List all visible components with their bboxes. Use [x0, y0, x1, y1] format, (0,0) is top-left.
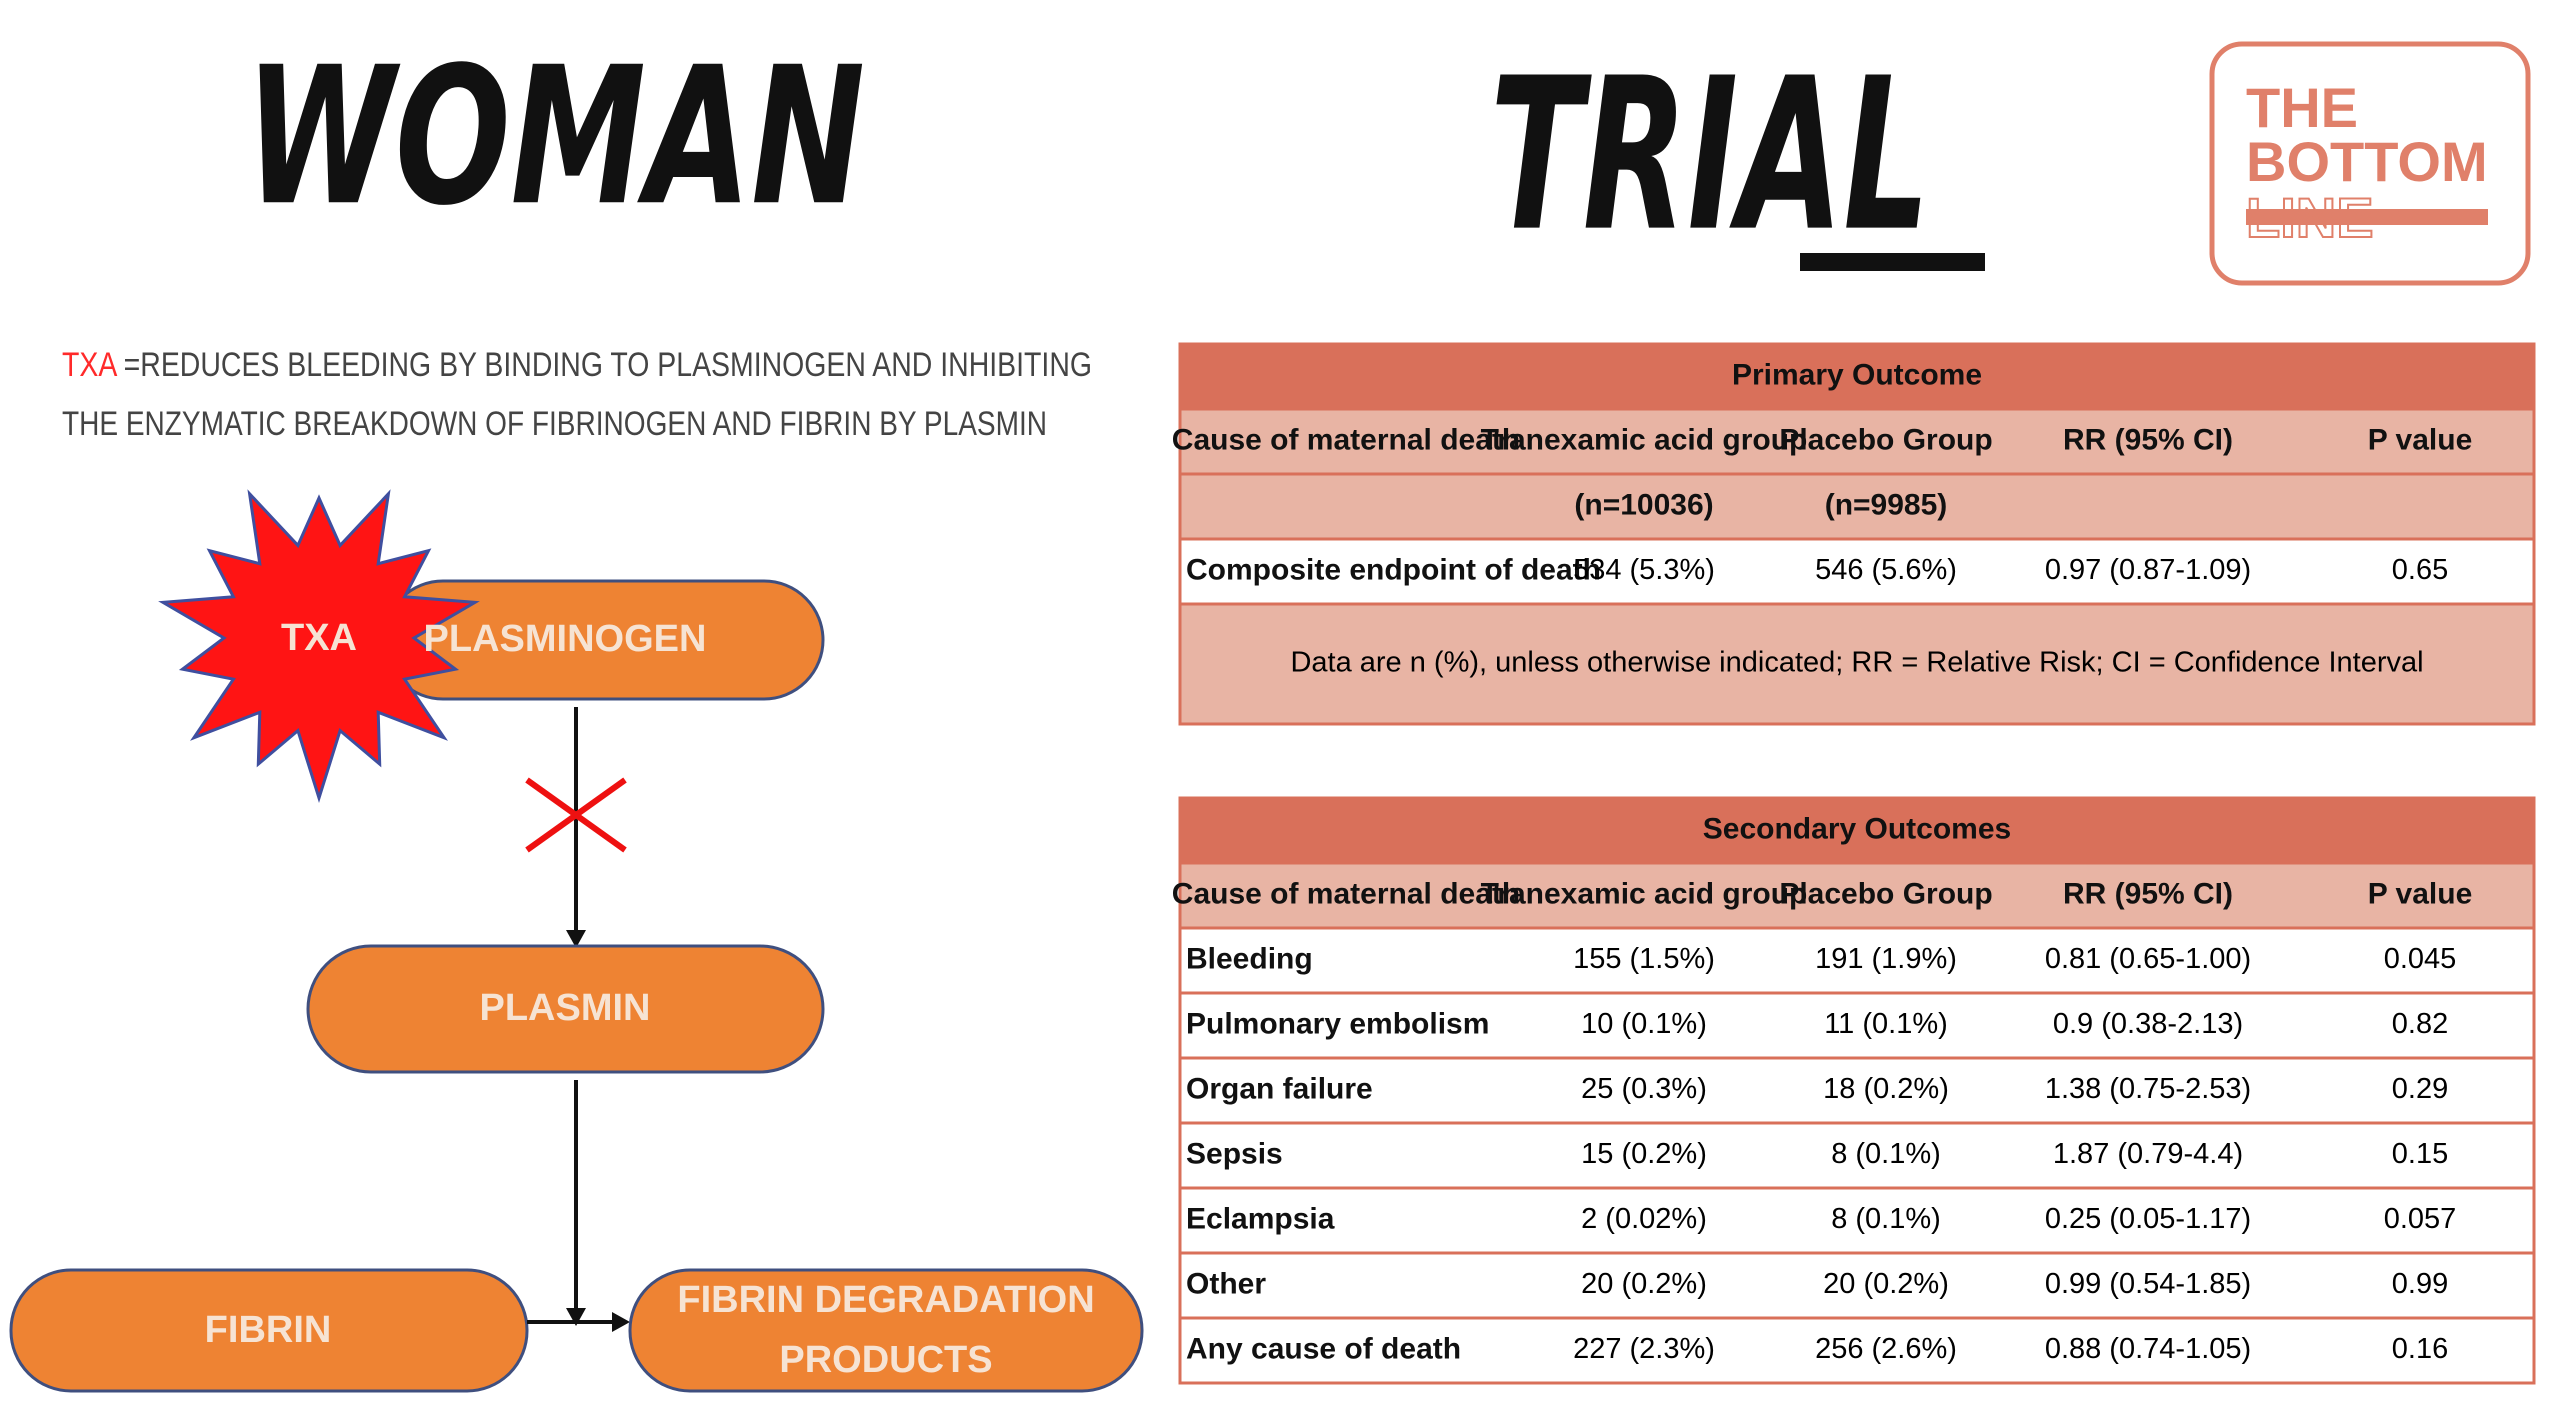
- title-left: WOMAN: [245, 26, 865, 247]
- cell-text: 1.87 (0.79-4.4): [2053, 1138, 2243, 1170]
- header-cell: Cause of maternal death: [1172, 877, 1520, 910]
- cell-text: 20 (0.2%): [1581, 1268, 1707, 1300]
- node-fdp: [628, 1268, 1144, 1393]
- table-title-row: [1178, 342, 2536, 411]
- cell-text: 0.99: [2392, 1268, 2448, 1300]
- cell-text: 0.057: [2384, 1203, 2457, 1235]
- cell-text: 25 (0.3%): [1581, 1073, 1707, 1105]
- block-x: [525, 777, 627, 853]
- cell-text: 0.9 (0.38-2.13): [2053, 1008, 2243, 1040]
- cell-text: 0.99 (0.54-1.85): [2045, 1268, 2251, 1300]
- row-label: Organ failure: [1186, 1072, 1373, 1105]
- table-row: [1178, 1056, 2536, 1125]
- node-label: PLASMIN: [480, 987, 651, 1029]
- cell-text: 1.38 (0.75-2.53): [2045, 1073, 2251, 1105]
- row-label: Other: [1186, 1267, 1266, 1300]
- table-row: [1178, 1316, 2536, 1385]
- header-cell: Placebo Group: [1779, 423, 1992, 456]
- description-line: THE ENZYMATIC BREAKDOWN OF FIBRINOGEN AN…: [62, 405, 1047, 443]
- cell-text: 0.15: [2392, 1138, 2448, 1170]
- node-label: PRODUCTS: [779, 1339, 992, 1381]
- highlight: TXA: [62, 346, 118, 384]
- arrowhead: [566, 1308, 586, 1326]
- table-title-row: [1178, 796, 2536, 865]
- table-note: Data are n (%), unless otherwise indicat…: [1290, 647, 2423, 679]
- cell-text: 0.88 (0.74-1.05): [2045, 1333, 2251, 1365]
- row-label: Bleeding: [1186, 942, 1313, 975]
- header-cell: (n=10036): [1574, 488, 1713, 521]
- node-fibrin: [9, 1268, 529, 1393]
- logo-text: BOTTOM: [2246, 130, 2488, 193]
- header-cell: Cause of maternal death: [1172, 423, 1520, 456]
- cell-text: 20 (0.2%): [1823, 1268, 1949, 1300]
- table-row: [1178, 1251, 2536, 1320]
- cell-text: 10 (0.1%): [1581, 1008, 1707, 1040]
- table-header-row: [1178, 407, 2536, 476]
- cell-text: 534 (5.3%): [1573, 554, 1715, 586]
- cell-text: 227 (2.3%): [1573, 1333, 1715, 1365]
- description: TXA =REDUCES BLEEDING BY BINDING TO PLAS…: [62, 346, 1092, 384]
- header-cell: (n=9985): [1825, 488, 1948, 521]
- header-cell: Placebo Group: [1779, 877, 1992, 910]
- node-label: PLASMINOGEN: [424, 618, 707, 660]
- cell-text: 18 (0.2%): [1823, 1073, 1949, 1105]
- row-label: Any cause of death: [1186, 1332, 1461, 1365]
- cell-text: 191 (1.9%): [1815, 943, 1957, 975]
- table-note-row: [1178, 602, 2536, 726]
- cell-text: 0.29: [2392, 1073, 2448, 1105]
- cell-text: 0.81 (0.65-1.00): [2045, 943, 2251, 975]
- table-title: Secondary Outcomes: [1703, 812, 2011, 845]
- cell-text: 0.16: [2392, 1333, 2448, 1365]
- description-line: =REDUCES BLEEDING BY BINDING TO PLASMINO…: [124, 346, 1092, 384]
- node-label: TXA: [281, 617, 357, 659]
- node-label: FIBRIN DEGRADATION: [677, 1279, 1094, 1321]
- row-label: Composite endpoint of death: [1186, 553, 1601, 586]
- table-title: Primary Outcome: [1732, 358, 1982, 391]
- table-row: [1178, 1121, 2536, 1190]
- table-subheader-row: [1178, 472, 2536, 541]
- cell-text: 155 (1.5%): [1573, 943, 1715, 975]
- cell-text: 0.82: [2392, 1008, 2448, 1040]
- table-row: [1178, 1186, 2536, 1255]
- table-row: [1178, 991, 2536, 1060]
- row-label: Pulmonary embolism: [1186, 1007, 1489, 1040]
- star-txa: [158, 489, 480, 804]
- header-cell: Tranexamic acid group: [1481, 423, 1808, 456]
- logo-text: LINE: [2246, 186, 2374, 249]
- header-cell: RR (95% CI): [2063, 877, 2233, 910]
- cell-text: 0.65: [2392, 554, 2448, 586]
- node-label: FIBRIN: [205, 1309, 332, 1351]
- header-cell: P value: [2368, 877, 2473, 910]
- cell-text: 2 (0.02%): [1581, 1203, 1707, 1235]
- arrowhead: [612, 1312, 630, 1332]
- node-plasmin: [306, 944, 825, 1074]
- cell-text: 0.25 (0.05-1.17): [2045, 1203, 2251, 1235]
- header-cell: P value: [2368, 423, 2473, 456]
- cell-text: 8 (0.1%): [1831, 1203, 1941, 1235]
- cell-text: 15 (0.2%): [1581, 1138, 1707, 1170]
- header-cell: Tranexamic acid group: [1481, 877, 1808, 910]
- logo-bar: [2246, 209, 2488, 225]
- row-label: Sepsis: [1186, 1137, 1283, 1170]
- cell-text: 546 (5.6%): [1815, 554, 1957, 586]
- title-right: TRIAL: [1490, 33, 1930, 278]
- logo-text: THE: [2246, 76, 2358, 139]
- arrowhead: [566, 930, 586, 948]
- row-label: Eclampsia: [1186, 1202, 1335, 1235]
- cell-text: 256 (2.6%): [1815, 1333, 1957, 1365]
- cell-text: 11 (0.1%): [1824, 1008, 1948, 1040]
- cell-text: 8 (0.1%): [1831, 1138, 1941, 1170]
- cell-text: 0.97 (0.87-1.09): [2045, 554, 2251, 586]
- cell-text: 0.045: [2384, 943, 2457, 975]
- header-cell: RR (95% CI): [2063, 423, 2233, 456]
